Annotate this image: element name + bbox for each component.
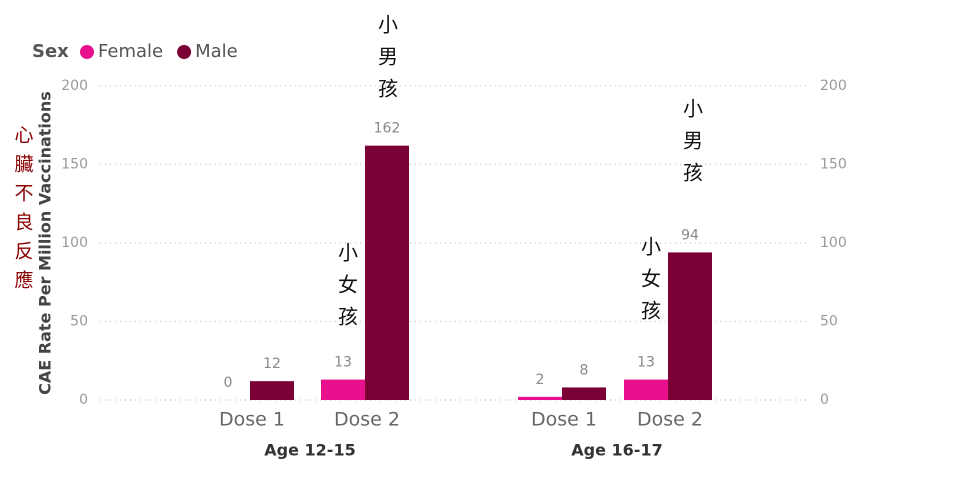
value-label: 12 bbox=[263, 356, 281, 372]
group-label: Age 16-17 bbox=[571, 441, 662, 460]
bar bbox=[562, 387, 606, 400]
value-label: 8 bbox=[580, 362, 589, 378]
legend-label: Male bbox=[195, 41, 238, 62]
legend-swatch bbox=[80, 45, 94, 59]
y-axis-label: CAE Rate Per Million Vaccinations bbox=[36, 91, 55, 395]
bar bbox=[624, 379, 668, 400]
legend-label: Female bbox=[98, 41, 163, 62]
annotation: 小女孩 bbox=[335, 242, 359, 338]
value-label: 0 bbox=[224, 375, 233, 391]
legend-title: Sex bbox=[32, 41, 69, 62]
annotation: 小男孩 bbox=[375, 14, 399, 110]
x-tick-label: Dose 1 bbox=[219, 409, 285, 431]
x-tick-label: Dose 1 bbox=[531, 409, 597, 431]
annotation: 心臟不良反應 bbox=[12, 125, 34, 299]
bar bbox=[518, 396, 562, 400]
y2-tick-label: 100 bbox=[820, 235, 847, 251]
group-label: Age 12-15 bbox=[264, 441, 355, 460]
y-tick-label: 0 bbox=[79, 392, 88, 408]
value-label: 13 bbox=[334, 355, 352, 371]
legend-swatch bbox=[177, 45, 192, 59]
x-tick-label: Dose 2 bbox=[637, 409, 703, 431]
value-label: 94 bbox=[681, 227, 699, 243]
value-label: 162 bbox=[374, 121, 401, 137]
y2-tick-label: 150 bbox=[820, 157, 847, 173]
y-tick-label: 150 bbox=[61, 157, 88, 173]
bar bbox=[250, 381, 294, 400]
bar bbox=[668, 252, 712, 400]
annotation: 小女孩 bbox=[638, 236, 662, 332]
bar bbox=[321, 379, 365, 400]
value-label: 13 bbox=[637, 355, 655, 371]
y-tick-label: 100 bbox=[61, 235, 88, 251]
y2-tick-label: 50 bbox=[820, 314, 838, 330]
bar bbox=[365, 145, 409, 400]
y-tick-label: 200 bbox=[61, 78, 88, 94]
y2-tick-label: 200 bbox=[820, 78, 847, 94]
x-tick-label: Dose 2 bbox=[334, 409, 400, 431]
value-label: 2 bbox=[536, 372, 545, 388]
y2-tick-label: 0 bbox=[820, 392, 829, 408]
y-tick-label: 50 bbox=[70, 314, 88, 330]
annotation: 小男孩 bbox=[680, 98, 704, 194]
